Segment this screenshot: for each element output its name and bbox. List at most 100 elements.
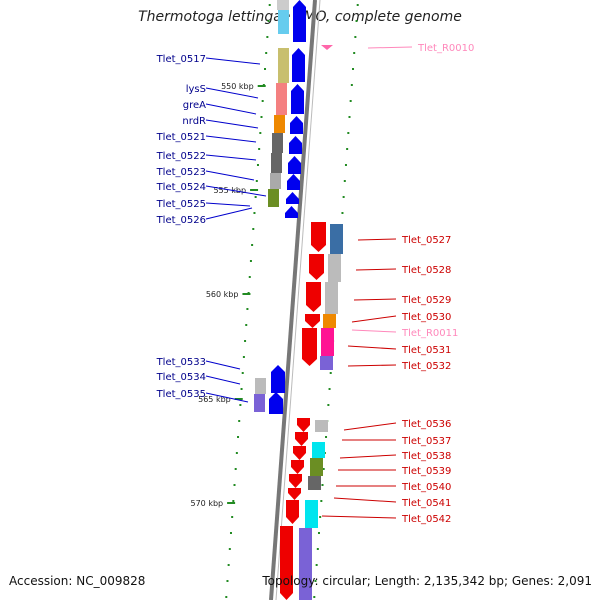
gene-label: Tlet_0535 [156, 389, 206, 400]
cog-color-block [254, 394, 265, 412]
position-label: 565 kbp [198, 395, 231, 404]
tick-mark [266, 36, 269, 38]
position-label: 570 kbp [191, 499, 224, 508]
reverse-gene-arrow [311, 222, 326, 252]
tick-mark [231, 516, 234, 518]
cog-color-block [299, 528, 312, 600]
tick-mark [226, 580, 229, 582]
reverse-gene-arrow [295, 432, 308, 446]
gene-leader-line [205, 87, 259, 99]
tick-mark [346, 148, 349, 150]
reverse-gene-arrow [288, 488, 301, 500]
cog-color-block [323, 314, 336, 328]
reverse-gene-arrow [280, 526, 293, 600]
tick-mark [319, 516, 322, 518]
gene-label: Tlet_R0010 [417, 43, 474, 54]
cog-color-block [315, 420, 328, 432]
gene-label: Tlet_0532 [401, 361, 451, 372]
gene-leader-line [205, 360, 241, 370]
gene-leader-line [205, 57, 261, 65]
tick-mark [344, 164, 347, 166]
gene-leader-line [321, 515, 397, 519]
reverse-gene-arrow [305, 314, 320, 328]
cog-color-block [276, 83, 287, 115]
cog-color-block [320, 356, 333, 370]
tick-mark [315, 564, 318, 566]
gene-label: Tlet_0530 [401, 312, 451, 323]
gene-label: Tlet_0526 [156, 215, 206, 226]
reverse-gene-arrow [289, 474, 302, 488]
cog-color-block [330, 224, 343, 254]
gene-label: nrdR [182, 116, 206, 127]
gene-label: Tlet_0529 [401, 295, 451, 306]
gene-label: Tlet_0528 [401, 265, 451, 276]
tick-mark [254, 196, 257, 198]
tick-mark [348, 116, 351, 118]
reverse-gene-arrow [297, 418, 310, 432]
gene-leader-line [351, 315, 397, 323]
tick-mark [349, 100, 352, 102]
forward-gene-arrow [271, 365, 285, 393]
gene-leader-line [351, 329, 397, 333]
tick-mark [242, 356, 245, 358]
tick-mark [320, 500, 323, 502]
cog-color-block [278, 48, 289, 83]
tick-mark [321, 484, 324, 486]
gene-label: Tlet_0534 [156, 372, 206, 383]
cog-color-block [270, 173, 281, 189]
cog-color-block [328, 254, 341, 282]
forward-gene-arrow [293, 0, 306, 42]
tick-mark [352, 68, 355, 70]
tick-mark [225, 596, 228, 598]
tick-mark [248, 276, 251, 278]
gene-leader-line [333, 497, 397, 503]
tick-mark [241, 372, 244, 374]
tick-mark [245, 324, 248, 326]
forward-gene-arrow [287, 174, 300, 190]
gene-leader-line [205, 207, 253, 220]
reverse-gene-arrow [293, 446, 306, 460]
gene-leader-line [205, 154, 257, 161]
gene-label: Tlet_0521 [156, 132, 206, 143]
gene-label: Tlet_0541 [401, 498, 451, 509]
tick-mark [253, 212, 256, 214]
tick-mark [313, 596, 316, 598]
tick-mark [228, 548, 231, 550]
gene-label: greA [183, 100, 206, 111]
tick-mark [240, 388, 243, 390]
tick-mark [229, 532, 232, 534]
tick-mark [342, 196, 345, 198]
reverse-gene-arrow [291, 460, 304, 474]
genome-backbone-edge [275, 0, 321, 600]
tick-mark [325, 436, 328, 438]
gene-leader-line [205, 202, 251, 207]
gene-label: Tlet_0537 [401, 436, 451, 447]
tick-mark [238, 420, 241, 422]
gene-label: Tlet_0538 [401, 451, 451, 462]
position-label: 555 kbp [213, 186, 246, 195]
reverse-gene-arrow [306, 282, 321, 312]
cog-color-block [321, 328, 334, 356]
tick-mark [322, 468, 325, 470]
gene-leader-line [205, 170, 255, 181]
tick-mark [350, 84, 353, 86]
reverse-gene-arrow [286, 500, 299, 524]
accession-text: Accession: NC_009828 [9, 574, 146, 588]
tick-mark [233, 484, 236, 486]
cog-color-block [255, 378, 266, 394]
gene-leader-line [205, 135, 257, 143]
tick-mark [261, 100, 264, 102]
gene-label: Tlet_0540 [401, 482, 451, 493]
tick-mark [354, 36, 357, 38]
position-label: 550 kbp [221, 82, 254, 91]
gene-leader-line [347, 364, 397, 367]
tick-mark [227, 564, 230, 566]
tick-mark [260, 116, 263, 118]
forward-gene-arrow [289, 136, 302, 154]
tick-mark [328, 388, 331, 390]
tick-mark [252, 228, 255, 230]
tick-mark [267, 20, 270, 22]
tick-mark [232, 500, 235, 502]
tick-mark [355, 20, 358, 22]
tick-mark [234, 468, 237, 470]
